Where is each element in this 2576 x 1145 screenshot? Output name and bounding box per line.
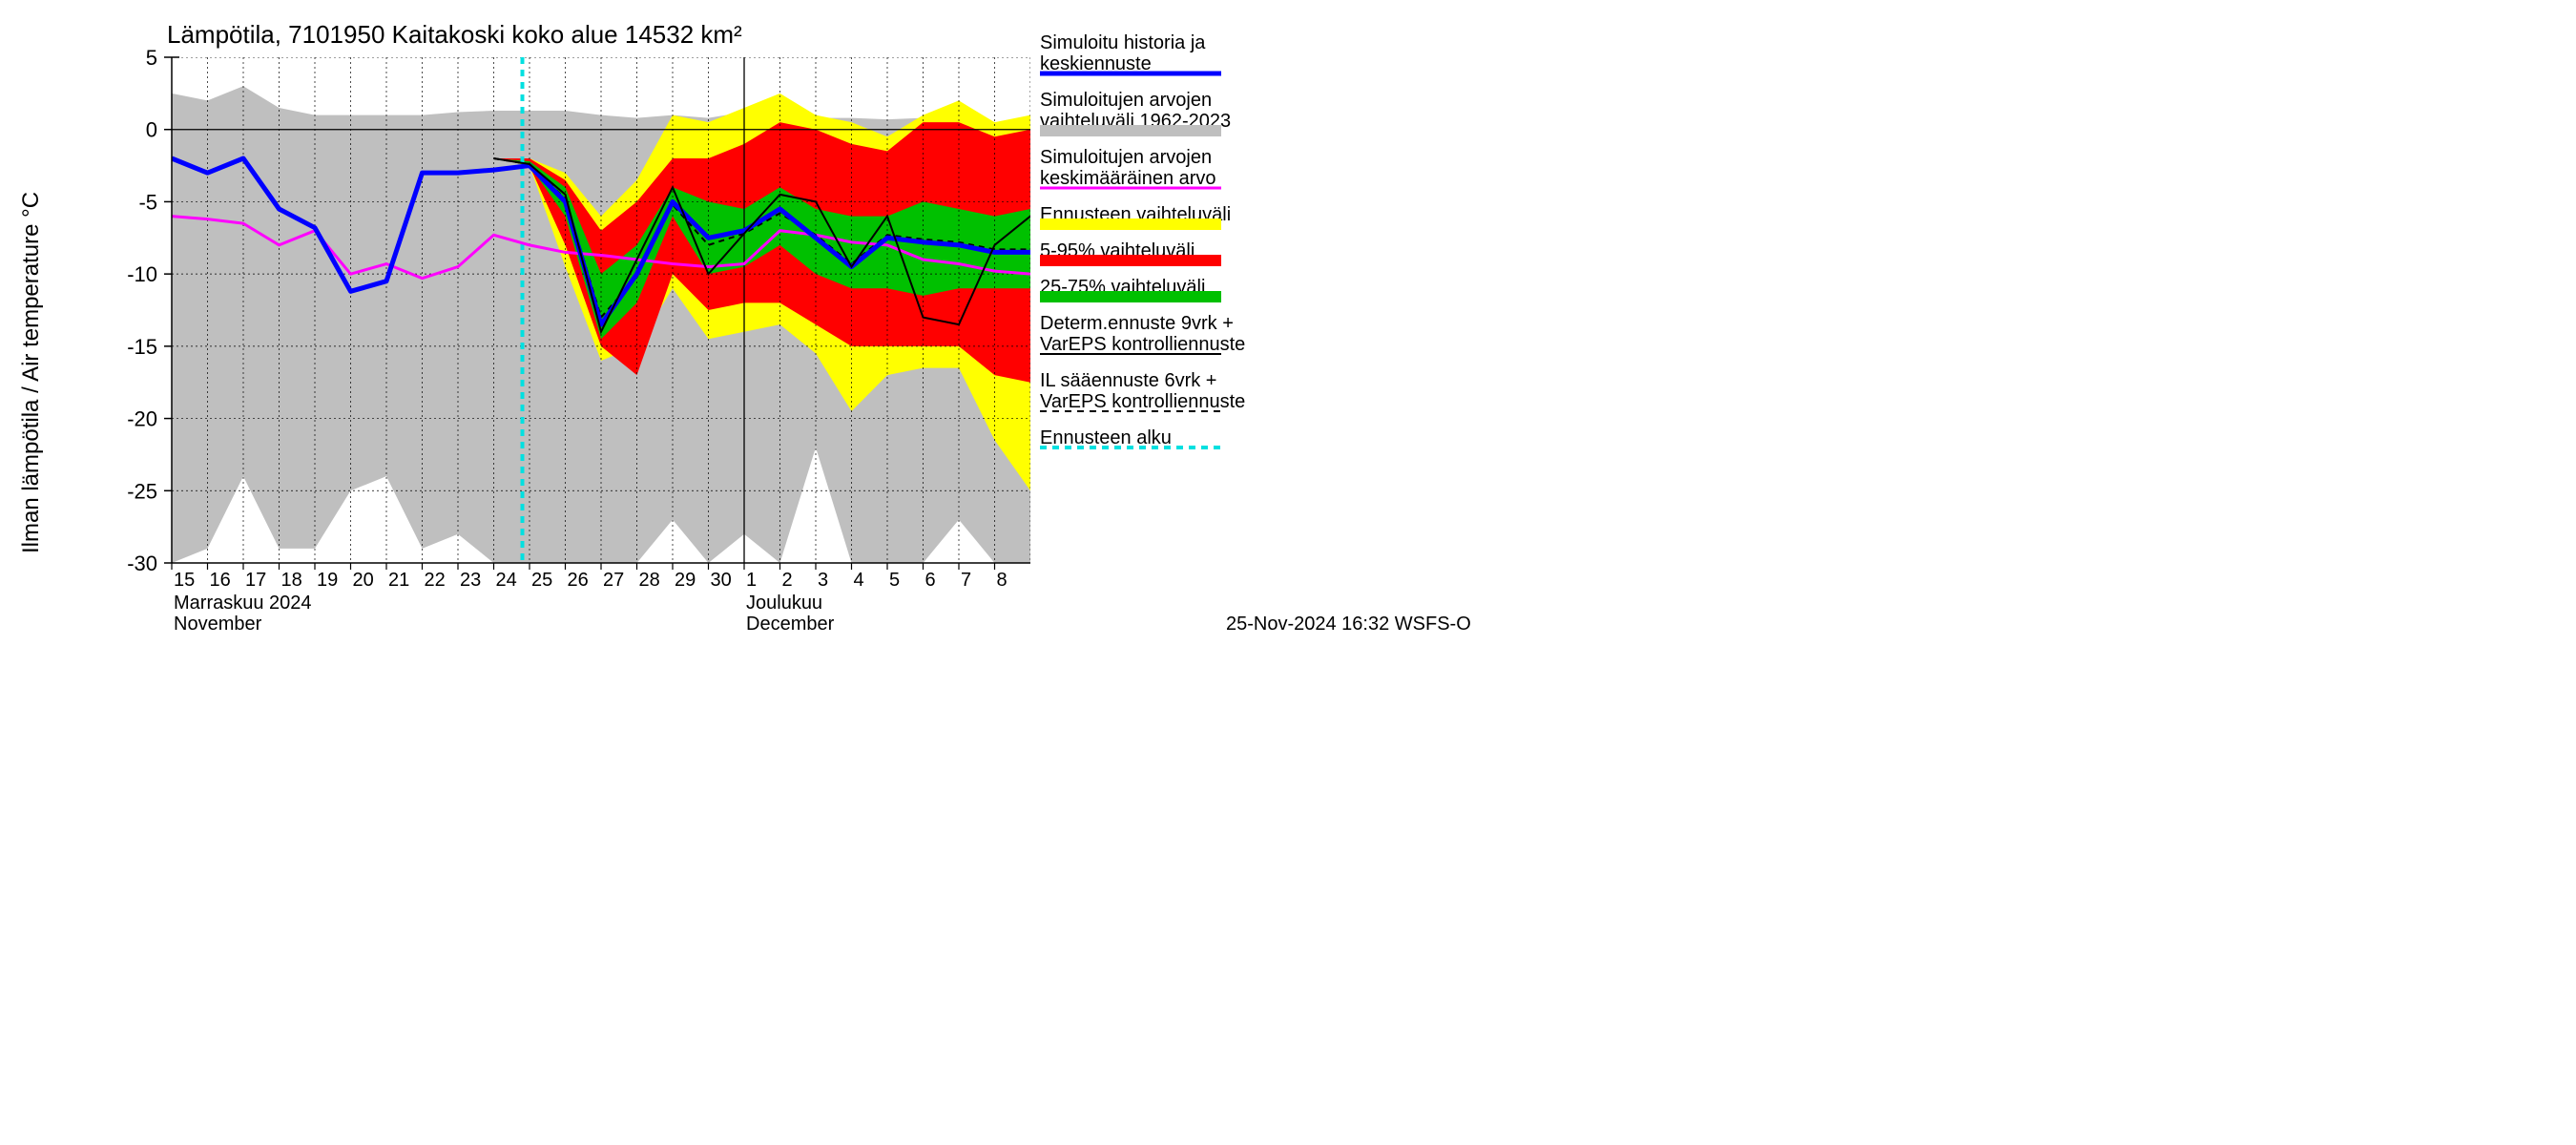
x-tick-label: 6	[925, 570, 936, 591]
y-tick-label: -25	[127, 479, 157, 503]
x-tick-label: 30	[711, 570, 732, 591]
footer-timestamp: 25-Nov-2024 16:32 WSFS-O	[1226, 614, 1471, 635]
y-axis-title: Ilman lämpötila / Air temperature °C	[18, 192, 44, 553]
x-tick-label: 26	[568, 570, 589, 591]
legend-label: Simuloitujen arvojen	[1040, 147, 1212, 168]
legend-swatch	[1040, 255, 1221, 266]
x-tick-label: 27	[603, 570, 624, 591]
month-label-en: November	[174, 614, 262, 635]
x-tick-label: 8	[997, 570, 1008, 591]
legend-swatch	[1040, 291, 1221, 302]
legend-label: keskimääräinen arvo	[1040, 168, 1216, 189]
y-tick-label: -5	[138, 190, 157, 214]
y-tick-label: 5	[146, 46, 157, 70]
x-tick-label: 24	[496, 570, 517, 591]
y-tick-label: -30	[127, 552, 157, 575]
x-tick-label: 3	[818, 570, 828, 591]
x-tick-label: 5	[889, 570, 900, 591]
x-tick-label: 25	[531, 570, 552, 591]
month-label-fi: Joulukuu	[746, 593, 822, 614]
legend-label: Determ.ennuste 9vrk +	[1040, 313, 1234, 334]
x-tick-label: 29	[675, 570, 696, 591]
x-tick-label: 17	[245, 570, 266, 591]
x-tick-label: 22	[425, 570, 446, 591]
y-tick-label: 0	[146, 118, 157, 142]
legend-label: Simuloitu historia ja	[1040, 32, 1206, 53]
x-tick-label: 28	[639, 570, 660, 591]
x-tick-label: 16	[210, 570, 231, 591]
temperature-forecast-chart: 50-5-10-15-20-25-30151617181920212223242…	[0, 0, 1479, 668]
legend-swatch	[1040, 219, 1221, 230]
chart-title: Lämpötila, 7101950 Kaitakoski koko alue …	[167, 20, 742, 49]
x-tick-label: 2	[782, 570, 793, 591]
x-tick-label: 20	[353, 570, 374, 591]
legend-swatch	[1040, 125, 1221, 136]
x-tick-label: 21	[388, 570, 409, 591]
x-tick-label: 23	[460, 570, 481, 591]
legend-label: VarEPS kontrolliennuste	[1040, 391, 1245, 412]
month-label-en: December	[746, 614, 835, 635]
legend-label: IL sääennuste 6vrk +	[1040, 370, 1217, 391]
x-tick-label: 18	[281, 570, 302, 591]
x-tick-label: 19	[317, 570, 338, 591]
x-tick-label: 7	[961, 570, 971, 591]
legend-label: Simuloitujen arvojen	[1040, 90, 1212, 111]
x-tick-label: 4	[854, 570, 864, 591]
legend-label: VarEPS kontrolliennuste	[1040, 334, 1245, 355]
chart-svg: 50-5-10-15-20-25-30151617181920212223242…	[0, 0, 1479, 668]
x-tick-label: 1	[746, 570, 757, 591]
y-tick-label: -20	[127, 407, 157, 431]
y-tick-label: -15	[127, 335, 157, 359]
month-label-fi: Marraskuu 2024	[174, 593, 312, 614]
x-tick-label: 15	[174, 570, 195, 591]
y-tick-label: -10	[127, 262, 157, 286]
legend-label: Ennusteen alku	[1040, 427, 1172, 448]
